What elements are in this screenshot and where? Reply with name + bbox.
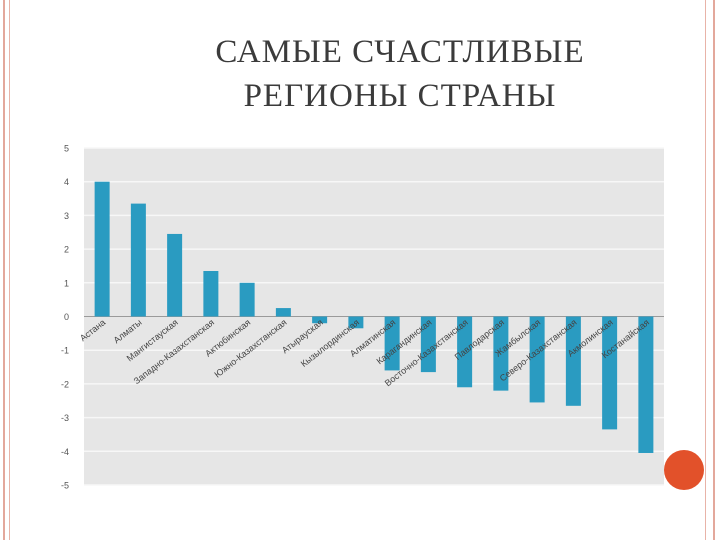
bar [312,316,328,324]
slide-title: САМЫЕ СЧАСТЛИВЫЕ РЕГИОНЫ СТРАНЫ [120,30,680,118]
y-tick-label: -5 [61,481,69,491]
bar [457,316,473,388]
y-tick-label: 2 [64,245,69,255]
y-tick-label: -4 [61,447,69,457]
y-tick-label: 0 [64,312,69,322]
y-tick-label: -3 [61,413,69,423]
bar [565,316,581,406]
bar [275,308,291,317]
bar [94,181,110,317]
y-axis-ticks: 5 4 3 2 1 0 -1 -2 -3 -4 -5 [61,144,69,491]
y-tick-label: 5 [64,144,69,154]
slide-frame-left-inner [9,0,10,540]
slide-title-line-1: САМЫЕ СЧАСТЛИВЫЕ [215,34,585,70]
bar [602,316,618,430]
bar [638,316,654,453]
accent-circle [664,450,704,490]
slide-frame-right [713,0,715,540]
bar [420,316,436,373]
bar [167,233,183,317]
y-tick-label: 1 [64,278,69,288]
y-tick-label: -2 [61,379,69,389]
bar [203,271,219,317]
bar [348,316,364,329]
y-tick-label: 3 [64,211,69,221]
bar [493,316,509,391]
slide-frame-left [3,0,5,540]
bar [529,316,545,403]
y-tick-label: -1 [61,346,69,356]
bar [384,316,400,371]
bar [130,203,146,317]
bar [239,282,255,317]
slide-title-line-2: РЕГИОНЫ СТРАНЫ [243,78,557,114]
slide-frame-right-inner [705,0,706,540]
bars [94,181,654,453]
y-tick-label: 4 [64,177,69,187]
